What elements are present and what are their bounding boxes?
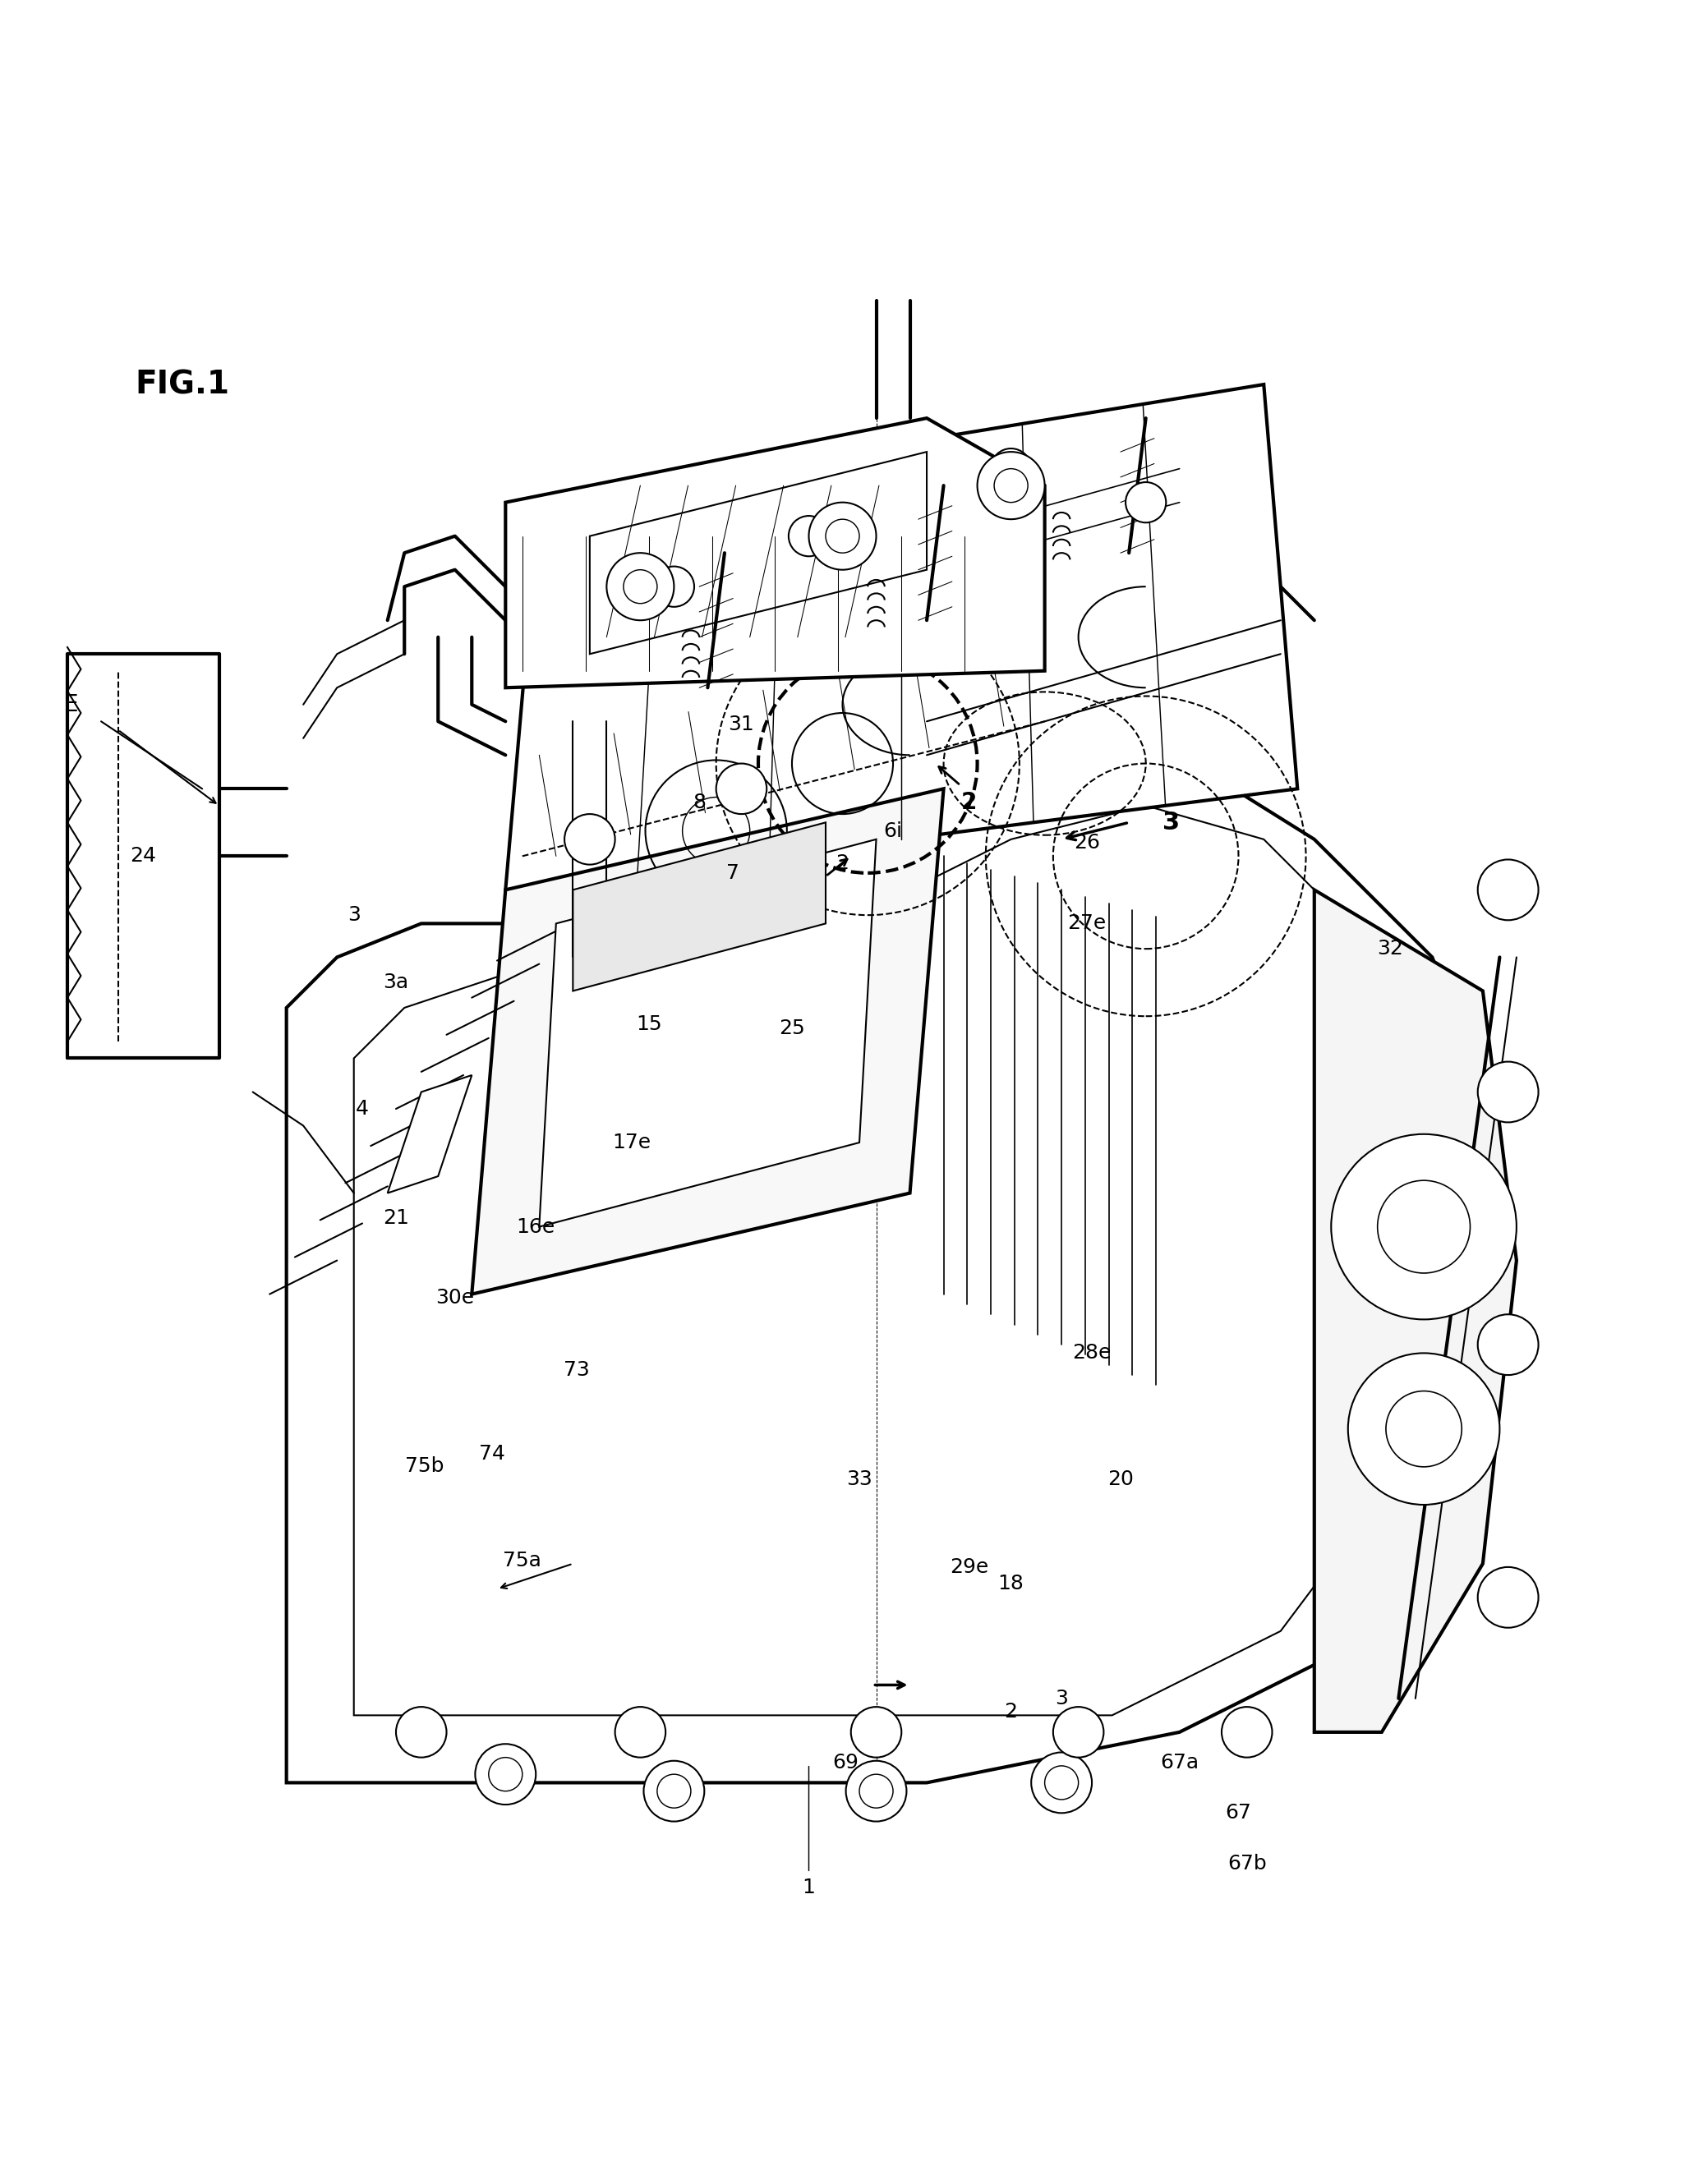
Text: 18: 18 bbox=[998, 1575, 1024, 1594]
Text: 20: 20 bbox=[1107, 1470, 1134, 1489]
Text: 8: 8 bbox=[693, 793, 706, 812]
Circle shape bbox=[396, 1708, 447, 1758]
Text: 67: 67 bbox=[1225, 1804, 1252, 1824]
Polygon shape bbox=[505, 417, 1045, 688]
Circle shape bbox=[564, 815, 615, 865]
Circle shape bbox=[615, 1708, 666, 1758]
Text: 2: 2 bbox=[1004, 1701, 1018, 1721]
Text: 15: 15 bbox=[635, 1016, 662, 1035]
Text: 33: 33 bbox=[846, 1470, 873, 1489]
Circle shape bbox=[1331, 1133, 1516, 1319]
Circle shape bbox=[1126, 483, 1166, 522]
Text: 27e: 27e bbox=[1067, 913, 1107, 933]
Text: 74: 74 bbox=[479, 1444, 505, 1463]
Text: 3: 3 bbox=[1163, 810, 1179, 834]
Text: E: E bbox=[64, 692, 78, 716]
Text: 75b: 75b bbox=[404, 1457, 445, 1476]
Text: 16e: 16e bbox=[516, 1216, 556, 1236]
Circle shape bbox=[1031, 1752, 1092, 1813]
Circle shape bbox=[654, 566, 694, 607]
Text: 69: 69 bbox=[832, 1752, 859, 1773]
Text: 3: 3 bbox=[1055, 1688, 1068, 1708]
Text: 3a: 3a bbox=[382, 972, 409, 992]
Circle shape bbox=[1478, 1568, 1538, 1627]
Text: 2: 2 bbox=[836, 854, 849, 874]
Circle shape bbox=[475, 1745, 536, 1804]
Text: 7: 7 bbox=[726, 863, 740, 882]
Circle shape bbox=[851, 1708, 901, 1758]
Polygon shape bbox=[472, 788, 944, 1295]
Polygon shape bbox=[539, 839, 876, 1227]
Text: 1: 1 bbox=[802, 1878, 816, 1898]
Text: 75a: 75a bbox=[504, 1551, 541, 1570]
Text: 30e: 30e bbox=[436, 1289, 473, 1308]
Circle shape bbox=[1348, 1354, 1500, 1505]
Circle shape bbox=[1053, 1708, 1104, 1758]
Circle shape bbox=[644, 1760, 704, 1821]
Text: 32: 32 bbox=[1377, 939, 1404, 959]
Circle shape bbox=[1478, 1315, 1538, 1376]
Text: 29e: 29e bbox=[949, 1557, 989, 1577]
Text: 67b: 67b bbox=[1227, 1854, 1267, 1874]
Polygon shape bbox=[388, 1075, 472, 1192]
Circle shape bbox=[991, 448, 1031, 489]
Text: FIG.1: FIG.1 bbox=[135, 369, 229, 400]
Text: 17e: 17e bbox=[613, 1133, 650, 1153]
Circle shape bbox=[809, 502, 876, 570]
Circle shape bbox=[1222, 1708, 1272, 1758]
Circle shape bbox=[789, 515, 829, 557]
Text: 6i: 6i bbox=[883, 821, 903, 841]
Text: 21: 21 bbox=[382, 1208, 409, 1227]
Circle shape bbox=[1478, 1061, 1538, 1123]
Polygon shape bbox=[1314, 889, 1516, 1732]
Circle shape bbox=[846, 1760, 907, 1821]
Text: 2: 2 bbox=[960, 791, 977, 815]
Text: 3: 3 bbox=[347, 904, 361, 926]
Text: 26: 26 bbox=[1073, 832, 1100, 852]
Polygon shape bbox=[573, 823, 826, 992]
Text: 73: 73 bbox=[563, 1361, 590, 1380]
Text: 28e: 28e bbox=[1072, 1343, 1112, 1363]
Circle shape bbox=[716, 764, 767, 815]
Text: 24: 24 bbox=[130, 845, 157, 867]
Text: 31: 31 bbox=[728, 714, 755, 734]
Polygon shape bbox=[505, 384, 1297, 889]
Circle shape bbox=[607, 553, 674, 620]
Circle shape bbox=[977, 452, 1045, 520]
Circle shape bbox=[1478, 860, 1538, 919]
Text: 25: 25 bbox=[778, 1018, 805, 1037]
Text: 67a: 67a bbox=[1161, 1752, 1198, 1773]
Text: 4: 4 bbox=[356, 1099, 369, 1118]
